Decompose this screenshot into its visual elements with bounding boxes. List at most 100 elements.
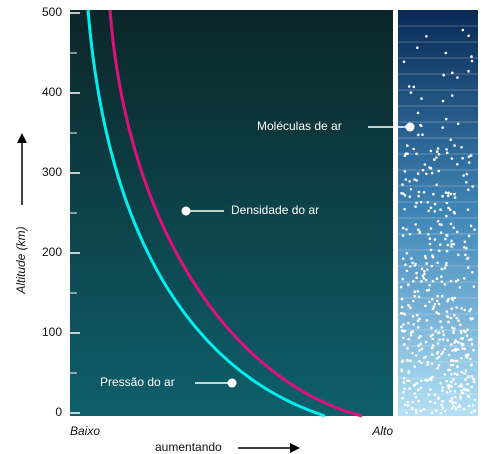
molecule — [450, 343, 453, 346]
molecule — [404, 170, 407, 173]
molecule — [444, 267, 447, 270]
molecule — [429, 388, 432, 391]
molecule — [469, 317, 472, 320]
molecule — [414, 205, 417, 208]
molecule — [413, 384, 416, 387]
molecule — [423, 357, 426, 360]
molecule — [470, 338, 473, 341]
molecule — [437, 342, 440, 345]
molecule — [441, 280, 444, 283]
molecule — [463, 309, 466, 312]
molecule — [464, 348, 467, 351]
molecule — [427, 233, 430, 236]
molecule — [423, 408, 426, 411]
molecule — [430, 249, 433, 252]
molecule — [440, 231, 443, 234]
molecule — [411, 407, 414, 410]
molecule — [410, 334, 413, 337]
molecule — [437, 170, 440, 173]
molecule — [437, 396, 440, 399]
molecule — [442, 330, 445, 333]
molecule — [444, 283, 447, 286]
molecule — [401, 278, 404, 281]
molecule — [417, 344, 420, 347]
molecule — [460, 307, 463, 310]
molecule — [426, 201, 429, 204]
molecule — [430, 167, 433, 170]
molecule — [438, 249, 441, 252]
molecule — [410, 91, 413, 94]
molecule — [445, 52, 448, 55]
molecule — [451, 94, 454, 97]
molecule — [434, 238, 437, 241]
molecule — [403, 377, 406, 380]
molecule — [464, 378, 467, 381]
molecule — [460, 385, 463, 388]
molecule — [454, 390, 457, 393]
molecule — [453, 327, 456, 330]
molecule — [400, 312, 403, 315]
molecule — [467, 375, 470, 378]
molecule — [445, 191, 448, 194]
molecule — [419, 124, 422, 127]
molecule — [430, 150, 433, 153]
molecule — [454, 402, 457, 405]
diagram: Densidade do ar Pressão do ar Moléculas … — [0, 0, 481, 454]
molecule — [442, 406, 445, 409]
molecule — [468, 155, 471, 158]
molecule — [451, 349, 454, 352]
molecule — [409, 359, 412, 362]
molecule — [432, 193, 435, 196]
y-tick-label: 200 — [42, 245, 62, 259]
molecule — [447, 387, 450, 390]
molecule — [420, 410, 423, 413]
molecule — [446, 250, 449, 253]
molecule — [436, 262, 439, 265]
molecule — [454, 297, 457, 300]
molecule — [427, 394, 430, 397]
molecule — [452, 226, 455, 229]
molecule — [447, 369, 450, 372]
molecule — [434, 210, 437, 213]
molecule — [465, 369, 468, 372]
molecule — [406, 270, 409, 273]
molecule — [452, 378, 455, 381]
molecule — [442, 338, 445, 341]
molecule — [431, 172, 434, 175]
molecule — [419, 231, 422, 234]
molecule — [453, 243, 456, 246]
molecule — [463, 277, 466, 280]
molecule — [440, 382, 443, 385]
molecule — [418, 191, 421, 194]
molecule — [457, 406, 460, 409]
molecule — [467, 257, 470, 260]
molecule — [467, 389, 470, 392]
molecule — [425, 279, 428, 282]
molecule — [450, 245, 453, 248]
molecule — [412, 148, 415, 151]
molecule — [411, 401, 414, 404]
molecule — [463, 246, 466, 249]
molecule — [412, 300, 415, 303]
molecule — [432, 344, 435, 347]
molecule — [457, 348, 460, 351]
molecule — [445, 148, 448, 151]
molecule — [441, 268, 444, 271]
molecule — [440, 404, 443, 407]
x-low-label: Baixo — [70, 424, 100, 438]
molecule — [466, 383, 469, 386]
molecule — [441, 389, 444, 392]
molecule — [426, 379, 429, 382]
molecule — [401, 397, 404, 400]
x-direction-label: aumentando — [155, 440, 222, 454]
molecule — [426, 289, 429, 292]
molecule — [440, 353, 443, 356]
molecule — [430, 227, 433, 230]
molecule — [463, 408, 466, 411]
molecule — [407, 372, 410, 375]
molecule — [415, 396, 418, 399]
molecule — [418, 349, 421, 352]
molecule — [446, 202, 449, 205]
y-axis-title: Altitude (km) — [14, 226, 28, 294]
molecule — [402, 234, 405, 237]
